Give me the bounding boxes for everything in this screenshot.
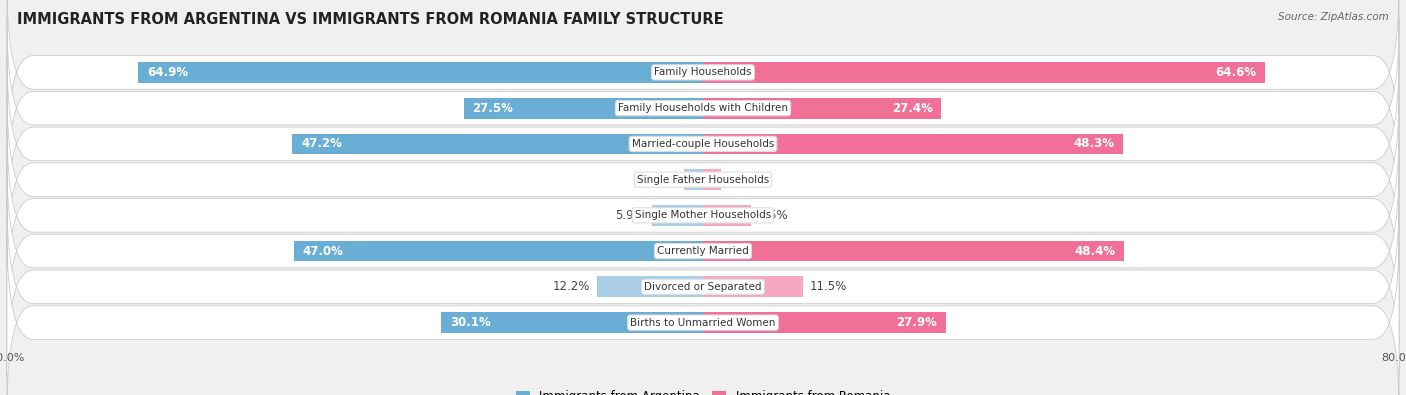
- FancyBboxPatch shape: [7, 196, 1399, 377]
- Bar: [703, 276, 803, 297]
- FancyBboxPatch shape: [7, 89, 1399, 270]
- Bar: [703, 62, 1265, 83]
- Text: 11.5%: 11.5%: [810, 280, 848, 293]
- Text: 2.1%: 2.1%: [728, 173, 758, 186]
- Text: 27.9%: 27.9%: [896, 316, 936, 329]
- Text: Divorced or Separated: Divorced or Separated: [644, 282, 762, 292]
- Bar: [703, 134, 1123, 154]
- FancyBboxPatch shape: [7, 125, 1399, 306]
- FancyBboxPatch shape: [7, 232, 1399, 395]
- Text: IMMIGRANTS FROM ARGENTINA VS IMMIGRANTS FROM ROMANIA FAMILY STRUCTURE: IMMIGRANTS FROM ARGENTINA VS IMMIGRANTS …: [17, 12, 724, 27]
- Text: Family Households with Children: Family Households with Children: [619, 103, 787, 113]
- Bar: [703, 98, 942, 118]
- Text: Births to Unmarried Women: Births to Unmarried Women: [630, 318, 776, 327]
- Text: Single Mother Households: Single Mother Households: [636, 211, 770, 220]
- Bar: [292, 134, 703, 154]
- Text: Source: ZipAtlas.com: Source: ZipAtlas.com: [1278, 12, 1389, 22]
- Text: 48.3%: 48.3%: [1074, 137, 1115, 150]
- Bar: [464, 98, 703, 118]
- Bar: [598, 276, 703, 297]
- Text: Family Households: Family Households: [654, 68, 752, 77]
- Text: 47.2%: 47.2%: [301, 137, 342, 150]
- Text: 30.1%: 30.1%: [450, 316, 491, 329]
- Text: 2.2%: 2.2%: [647, 173, 676, 186]
- Text: Single Father Households: Single Father Households: [637, 175, 769, 184]
- Bar: [703, 205, 751, 226]
- FancyBboxPatch shape: [7, 18, 1399, 199]
- Bar: [703, 169, 721, 190]
- Bar: [651, 205, 703, 226]
- Text: 64.6%: 64.6%: [1215, 66, 1257, 79]
- Text: 64.9%: 64.9%: [148, 66, 188, 79]
- Bar: [703, 241, 1123, 261]
- Text: 5.9%: 5.9%: [614, 209, 645, 222]
- FancyBboxPatch shape: [7, 0, 1399, 163]
- Text: 48.4%: 48.4%: [1074, 245, 1115, 258]
- Bar: [294, 241, 703, 261]
- Bar: [138, 62, 703, 83]
- Bar: [441, 312, 703, 333]
- Bar: [703, 312, 946, 333]
- Text: 5.5%: 5.5%: [758, 209, 787, 222]
- Text: 12.2%: 12.2%: [553, 280, 591, 293]
- Text: 27.4%: 27.4%: [891, 102, 932, 115]
- Text: 47.0%: 47.0%: [302, 245, 343, 258]
- Legend: Immigrants from Argentina, Immigrants from Romania: Immigrants from Argentina, Immigrants fr…: [512, 385, 894, 395]
- Text: Currently Married: Currently Married: [657, 246, 749, 256]
- Text: Married-couple Households: Married-couple Households: [631, 139, 775, 149]
- FancyBboxPatch shape: [7, 161, 1399, 342]
- FancyBboxPatch shape: [7, 53, 1399, 234]
- Text: 27.5%: 27.5%: [472, 102, 513, 115]
- Bar: [683, 169, 703, 190]
